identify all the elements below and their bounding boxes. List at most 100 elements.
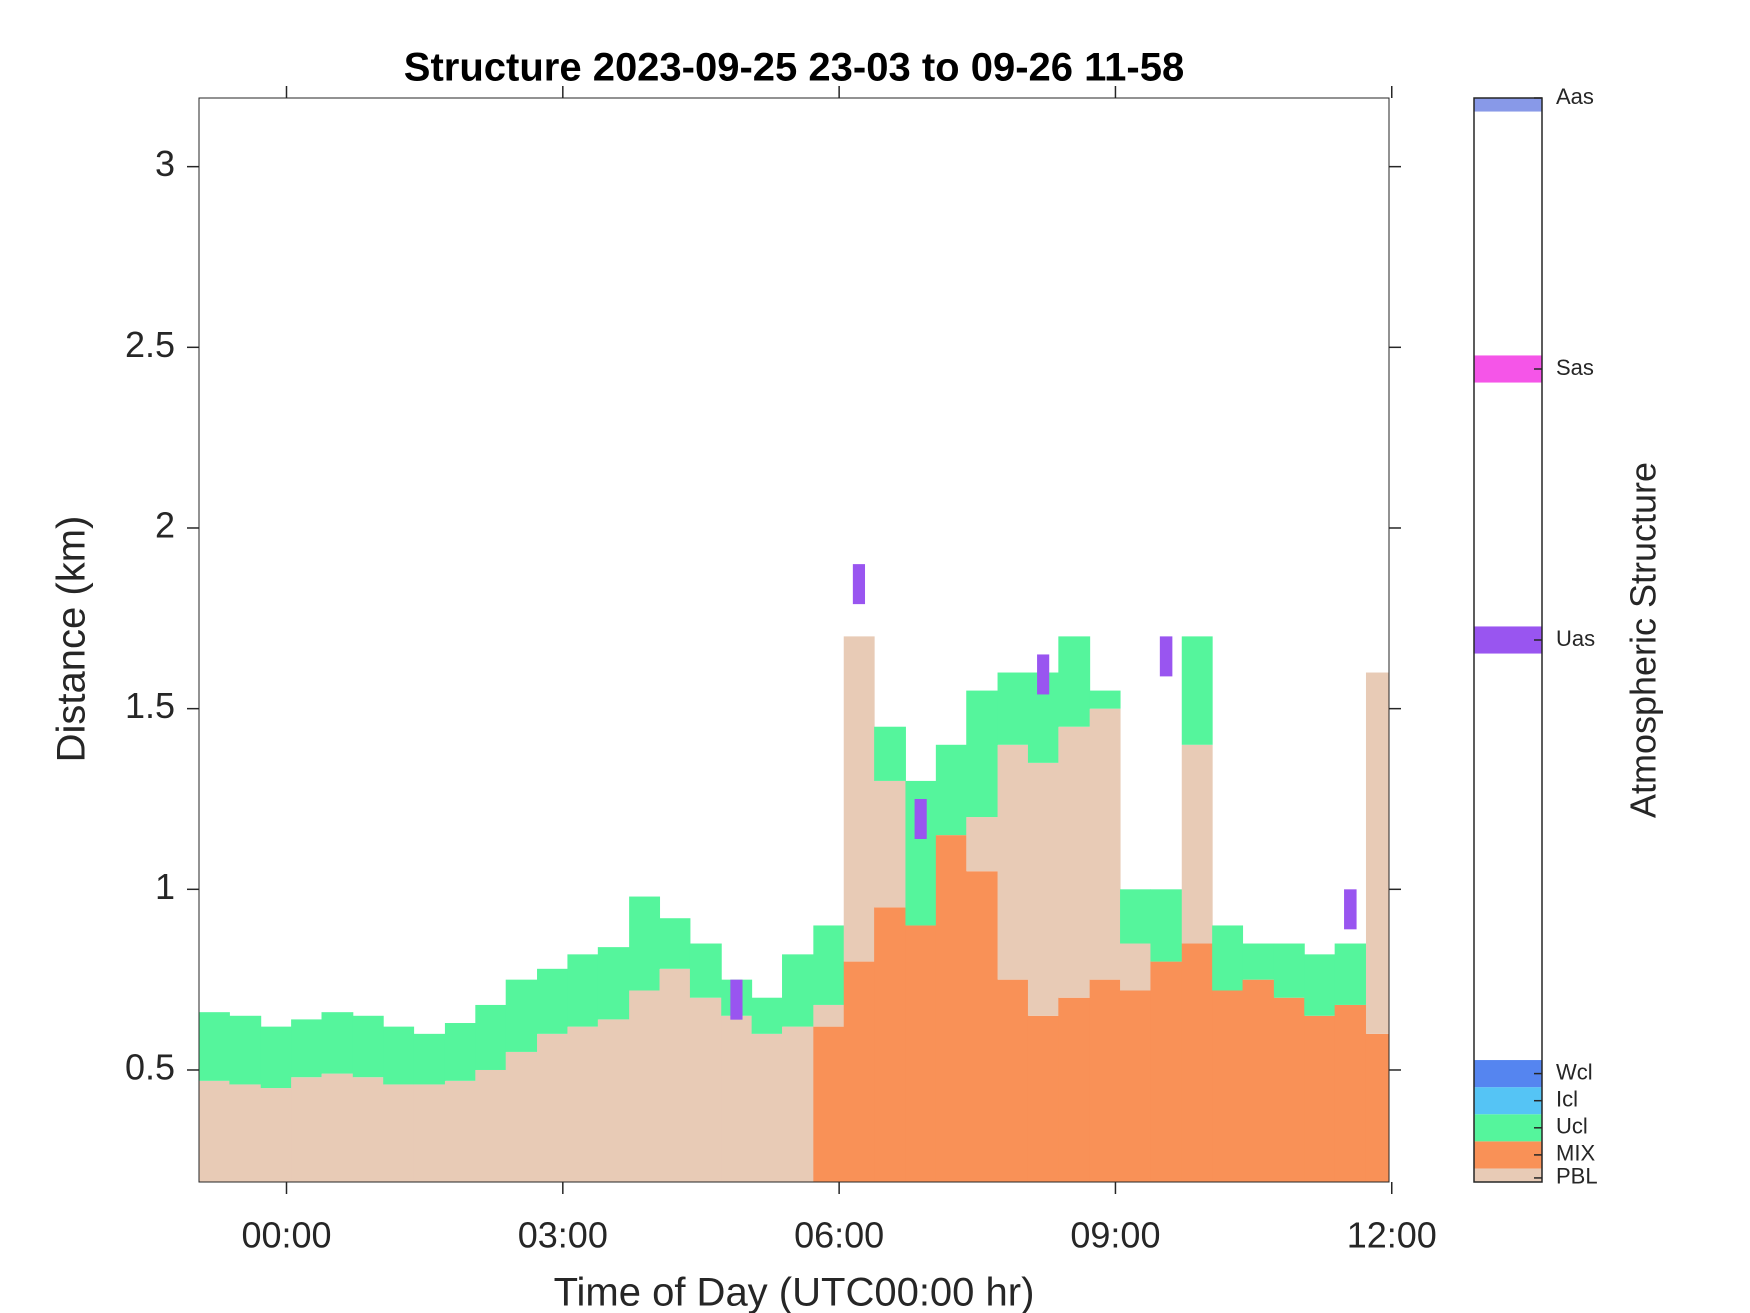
colorbar-band bbox=[1474, 355, 1542, 383]
layer-cell bbox=[1150, 961, 1183, 1182]
layer-cell bbox=[1242, 943, 1275, 980]
colorbar-tick-label: Sas bbox=[1556, 355, 1594, 380]
colorbar-band bbox=[1474, 1164, 1542, 1182]
colorbar-band bbox=[1474, 1141, 1542, 1169]
layer-cell bbox=[843, 961, 875, 1182]
layer-cell bbox=[1242, 979, 1275, 1182]
layer-cell bbox=[1120, 889, 1151, 944]
y-tick-label: 0.5 bbox=[125, 1047, 175, 1088]
layer-cell bbox=[659, 918, 691, 969]
y-tick-label: 2 bbox=[155, 505, 175, 546]
layer-cell bbox=[935, 744, 967, 836]
colorbar-tick-label: Aas bbox=[1556, 84, 1594, 109]
y-tick-label: 1.5 bbox=[125, 685, 175, 726]
colorbar-band bbox=[1474, 1060, 1542, 1088]
layer-cell bbox=[1181, 636, 1213, 745]
layer-cell bbox=[782, 954, 814, 1027]
layer-cell bbox=[1120, 990, 1151, 1182]
colorbar-tick-label: Icl bbox=[1556, 1087, 1578, 1112]
layer-cell bbox=[874, 907, 906, 1182]
axes-frame bbox=[198, 97, 1390, 1183]
layer-cell bbox=[537, 968, 568, 1034]
x-tick-label: 12:00 bbox=[1347, 1215, 1437, 1256]
layer-cell bbox=[505, 1051, 538, 1182]
layer-cell bbox=[721, 1015, 753, 1182]
layer-cell bbox=[751, 997, 783, 1034]
aerosol-cell bbox=[852, 564, 866, 605]
layer-cell bbox=[413, 1084, 446, 1182]
layer-cell bbox=[229, 1015, 262, 1085]
x-tick-label: 06:00 bbox=[794, 1215, 884, 1256]
y-tick-label: 3 bbox=[155, 143, 175, 184]
x-tick-label: 09:00 bbox=[1070, 1215, 1160, 1256]
colorbar-label: Atmospheric Structure bbox=[1623, 462, 1664, 818]
x-axis-label: Time of Day (UTC00:00 hr) bbox=[554, 1271, 1035, 1313]
layer-cell bbox=[505, 979, 538, 1052]
layer-cell bbox=[813, 925, 845, 1005]
colorbar-band bbox=[1474, 626, 1542, 654]
layer-cell bbox=[383, 1084, 415, 1182]
layer-cell bbox=[291, 1077, 322, 1182]
colorbar-band bbox=[1474, 1114, 1542, 1142]
layer-cell bbox=[629, 990, 661, 1182]
y-tick-label: 1 bbox=[155, 866, 175, 907]
layer-cell bbox=[597, 947, 630, 1020]
layer-cell bbox=[1334, 1004, 1367, 1182]
layer-cell bbox=[1058, 997, 1091, 1182]
colorbar-tick-label: PBL bbox=[1556, 1164, 1598, 1189]
layer-cell bbox=[629, 896, 661, 991]
chart-title: Structure 2023-09-25 23-03 to 09-26 11-5… bbox=[404, 46, 1184, 90]
layer-cell bbox=[567, 954, 599, 1027]
layer-cell bbox=[229, 1084, 262, 1182]
y-tick-label: 2.5 bbox=[125, 324, 175, 365]
layer-cell bbox=[1334, 943, 1367, 1005]
layer-cell bbox=[1027, 762, 1059, 1016]
aerosol-cell bbox=[914, 798, 927, 839]
layer-cell bbox=[1027, 1015, 1059, 1182]
layer-cell bbox=[1058, 726, 1091, 998]
layer-cell bbox=[1273, 997, 1305, 1182]
layer-cell bbox=[813, 1026, 845, 1182]
layer-cell bbox=[782, 1026, 814, 1182]
layer-cell bbox=[966, 871, 999, 1182]
layer-cell bbox=[352, 1015, 384, 1078]
layer-cell bbox=[321, 1073, 354, 1182]
layer-cell bbox=[413, 1033, 446, 1085]
layer-cell bbox=[813, 1004, 845, 1027]
layer-cell bbox=[935, 835, 967, 1182]
aerosol-cell bbox=[1344, 889, 1357, 930]
layer-cell bbox=[689, 997, 722, 1182]
layer-cell bbox=[597, 1019, 630, 1182]
layer-cell bbox=[1304, 1015, 1336, 1182]
layer-cell bbox=[291, 1019, 322, 1078]
layer-cell bbox=[199, 1012, 230, 1081]
layer-cell bbox=[1058, 636, 1091, 727]
layer-cell bbox=[352, 1077, 384, 1182]
layer-cell bbox=[874, 780, 906, 908]
layer-cell bbox=[905, 925, 937, 1182]
layer-cell bbox=[997, 979, 1029, 1182]
layer-cell bbox=[444, 1080, 476, 1182]
colorbar-tick-label: Wcl bbox=[1556, 1059, 1593, 1084]
layer-cell bbox=[689, 943, 722, 998]
layer-cell bbox=[383, 1026, 415, 1085]
layer-cell bbox=[966, 690, 999, 818]
layer-cell bbox=[997, 672, 1029, 745]
x-tick-label: 00:00 bbox=[241, 1215, 331, 1256]
layer-cell bbox=[1365, 672, 1389, 1034]
layer-cell bbox=[1273, 943, 1305, 998]
layer-cell bbox=[874, 726, 906, 781]
layer-cell bbox=[1212, 925, 1244, 991]
aerosol-cell bbox=[1159, 636, 1173, 677]
layer-cell bbox=[843, 636, 875, 962]
layer-cell bbox=[475, 1069, 507, 1182]
layer-cell bbox=[199, 1080, 230, 1182]
layer-cell bbox=[321, 1012, 354, 1074]
layer-cell bbox=[1089, 979, 1121, 1182]
layer-cell bbox=[1089, 708, 1121, 980]
layer-cell bbox=[1089, 690, 1121, 709]
aerosol-cell bbox=[1037, 654, 1050, 695]
layer-cell bbox=[567, 1026, 599, 1182]
